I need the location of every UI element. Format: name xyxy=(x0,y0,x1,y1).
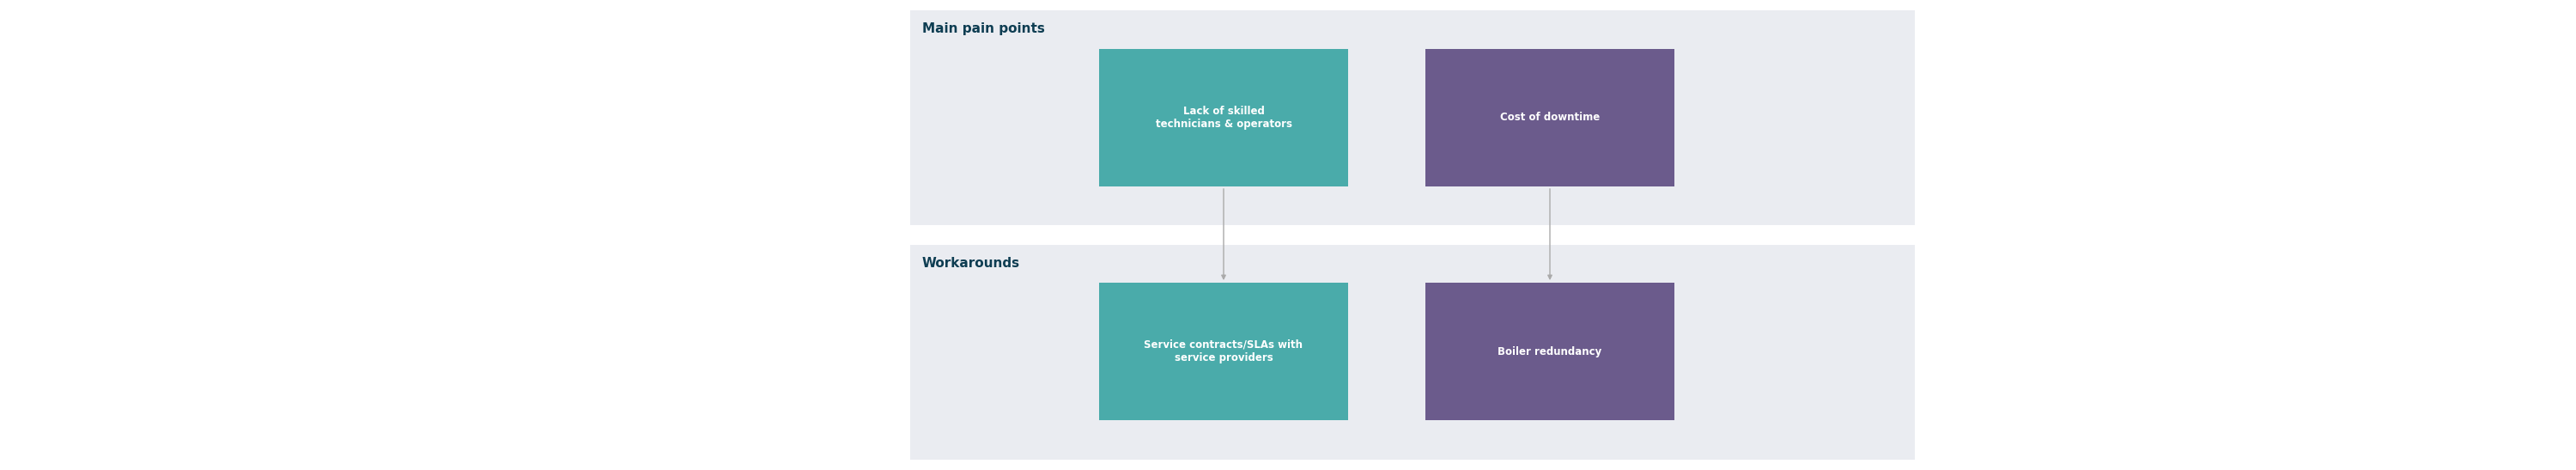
Bar xyxy=(1425,282,1674,420)
Text: Lack of skilled
technicians & operators: Lack of skilled technicians & operators xyxy=(1154,106,1291,130)
Text: Service contracts/SLAs with
service providers: Service contracts/SLAs with service prov… xyxy=(1144,339,1303,363)
Text: Cost of downtime: Cost of downtime xyxy=(1499,112,1600,123)
Text: Main pain points: Main pain points xyxy=(922,23,1046,35)
Bar xyxy=(909,10,1914,225)
Bar xyxy=(1425,49,1674,187)
Text: Workarounds: Workarounds xyxy=(922,257,1020,270)
Bar xyxy=(1100,282,1347,420)
Bar xyxy=(1100,49,1347,187)
Text: Boiler redundancy: Boiler redundancy xyxy=(1497,346,1602,357)
Bar xyxy=(909,245,1914,460)
